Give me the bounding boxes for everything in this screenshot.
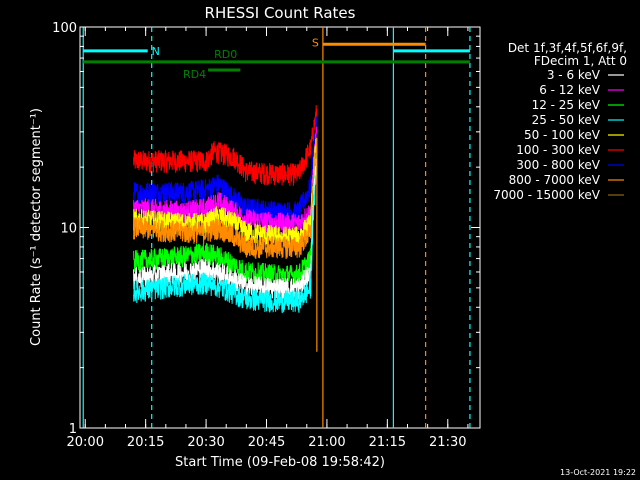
legend-label: 3 - 6 keV — [547, 68, 601, 82]
y-tick-label: 10 — [60, 222, 77, 237]
y-tick-label: 100 — [52, 21, 77, 36]
legend-label: 25 - 50 keV — [532, 113, 601, 127]
legend-header: Det 1f,3f,4f,5f,6f,9f, — [508, 41, 627, 55]
x-tick-label: 21:00 — [308, 435, 345, 450]
chart-title: RHESSI Count Rates — [205, 4, 356, 22]
legend: Det 1f,3f,4f,5f,6f,9f,FDecim 1, Att 03 -… — [493, 41, 627, 202]
legend-label: 12 - 25 keV — [532, 98, 601, 112]
legend-label: 300 - 800 keV — [516, 158, 600, 172]
legend-header: FDecim 1, Att 0 — [534, 54, 627, 68]
marker-bar-label: N — [152, 45, 160, 58]
legend-label: 6 - 12 keV — [539, 83, 601, 97]
series-line — [133, 105, 318, 186]
x-tick-label: 20:30 — [187, 435, 224, 450]
legend-label: 100 - 300 keV — [516, 143, 600, 157]
marker-bar-label: S — [312, 36, 319, 49]
legend-label: 7000 - 15000 keV — [493, 188, 600, 202]
x-tick-label: 21:30 — [429, 435, 466, 450]
x-tick-label: 20:15 — [127, 435, 164, 450]
x-tick-label: 20:45 — [248, 435, 285, 450]
marker-bar-label: RD0 — [214, 48, 237, 61]
series-group — [133, 105, 318, 352]
series-line — [133, 137, 318, 260]
vertical-marker-lines — [82, 27, 471, 428]
legend-label: 50 - 100 keV — [524, 128, 601, 142]
x-axis-label: Start Time (09-Feb-08 19:58:42) — [175, 455, 385, 470]
y-tick-label: 1 — [69, 422, 77, 437]
legend-label: 800 - 7000 keV — [509, 173, 601, 187]
marker-bars: N S RD0 RD4 — [83, 36, 470, 81]
series-line — [133, 166, 318, 314]
series-line — [133, 138, 318, 249]
axis-ticks: 20:00 20:15 20:30 20:45 21:00 21:15 21:30 1 10 10… — [52, 21, 480, 450]
timestamp-label: 13-Oct-2021 19:22 — [560, 468, 636, 477]
x-tick-label: 21:15 — [369, 435, 406, 450]
series-line — [133, 126, 318, 236]
marker-bar-label: RD4 — [183, 68, 206, 81]
x-tick-label: 20:00 — [67, 435, 104, 450]
y-axis-label: Count Rate (s⁻¹ detector segment⁻¹) — [29, 108, 44, 346]
series-line — [133, 152, 318, 288]
